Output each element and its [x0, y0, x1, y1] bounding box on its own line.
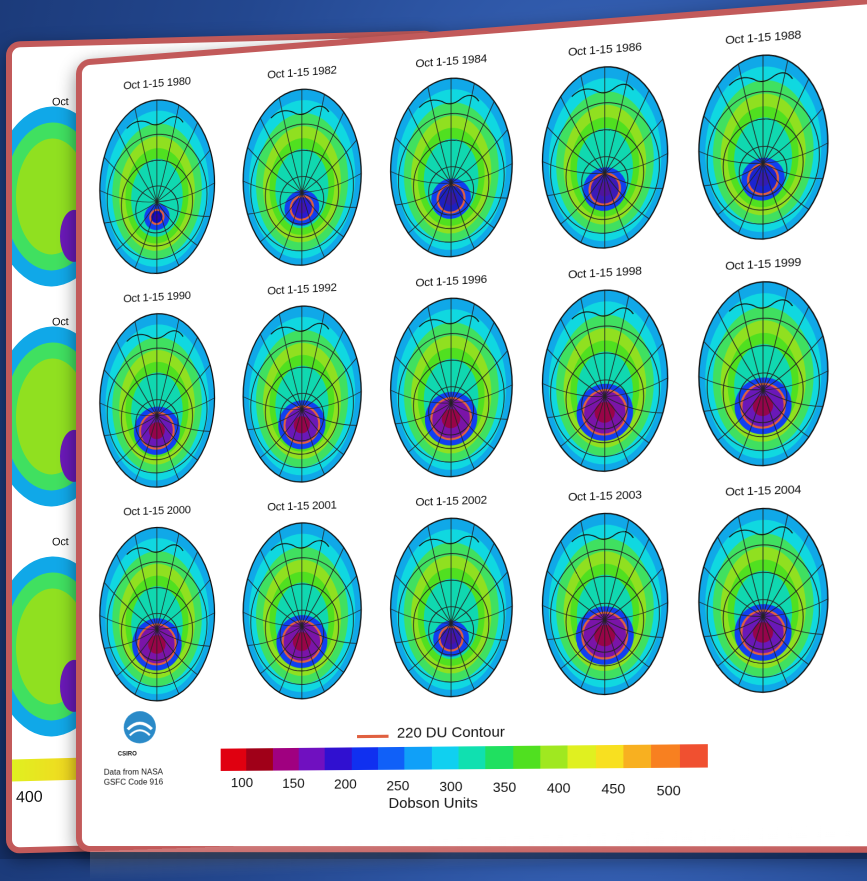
colorbar-tick-label: 200: [334, 777, 357, 793]
ozone-globe: [697, 500, 831, 695]
logo-name: CSIRO: [118, 751, 137, 757]
colorbar-swatch: [679, 744, 707, 768]
ozone-panel: Oct 1-15 1982: [235, 62, 370, 275]
ozone-panel: Oct 1-15 2000: [92, 503, 223, 708]
ozone-panel: Oct 1-15 1992: [235, 280, 370, 491]
ozone-panel: Oct 1-15 1996: [382, 272, 521, 486]
units-label: Dobson Units: [389, 794, 478, 811]
colorbar-swatch: [247, 748, 273, 771]
csiro-logo-icon: [120, 709, 160, 754]
ozone-globe: [697, 44, 831, 245]
ozone-globe: [98, 520, 217, 704]
colorbar-tick-label: 350: [493, 779, 516, 795]
ozone-globe: [389, 67, 515, 262]
contour-legend-label: 220 DU Contour: [397, 723, 505, 741]
colorbar-swatch: [432, 746, 459, 769]
colorbar-tick-label: 100: [231, 775, 253, 790]
ozone-globe: [389, 289, 515, 481]
colorbar-swatch: [540, 745, 568, 768]
panel-date-label: Oct 1-15 2001: [235, 498, 370, 515]
colorbar-swatch: [378, 747, 405, 770]
ozone-globe: [540, 505, 670, 698]
ozone-globe: [389, 510, 515, 700]
ozone-panel: Oct 1-15 2001: [235, 498, 370, 706]
ozone-globe: [98, 90, 217, 279]
ozone-panel: Oct 1-15 2002: [382, 493, 521, 704]
data-credit-line1: Data from NASA: [104, 767, 163, 776]
ozone-panel: Oct 1-15 2003: [534, 488, 677, 702]
ozone-panel: Oct 1-15 1990: [92, 288, 223, 495]
panel-date-label: Oct 1-15 2003: [534, 488, 677, 505]
ozone-panel: Oct 1-15 1984: [382, 50, 521, 267]
colorbar-swatch: [513, 746, 540, 769]
colorbar-swatch: [595, 745, 623, 768]
colorbar-swatch: [405, 747, 432, 770]
colorbar-swatch: [568, 745, 596, 768]
colorbar-swatch: [623, 745, 651, 768]
colorbar-swatch: [273, 748, 299, 771]
ozone-panel: Oct 1-15 1986: [534, 38, 677, 258]
ozone-panel: Oct 1-15 1999: [690, 254, 837, 474]
colorbar-swatch: [651, 744, 679, 768]
dobson-colorbar: [221, 744, 708, 771]
colorbar-swatch: [486, 746, 513, 769]
back-tick-label: 400: [16, 789, 43, 808]
ozone-globe: [540, 56, 670, 254]
colorbar-tick-label: 500: [657, 782, 681, 798]
colorbar-tick-label: 250: [386, 777, 409, 793]
panel-date-label: Oct 1-15 2004: [690, 482, 837, 500]
panel-date-label: Oct 1-15 2002: [382, 493, 521, 510]
ozone-panel-grid: Oct 1-15 1980 Oct 1-15 1982 Oct 1-15 1984 O…: [82, 0, 867, 65]
ozone-globe: [540, 280, 670, 475]
contour-legend-line: [357, 735, 389, 738]
colorbar-swatch: [299, 748, 325, 771]
ozone-panel: Oct 1-15 1980: [92, 73, 223, 283]
data-credit-line2: GSFC Code 916: [104, 777, 163, 786]
colorbar-tick-label: 400: [547, 780, 571, 796]
ozone-globe: [241, 515, 363, 702]
colorbar-swatch: [221, 748, 247, 771]
colorbar-swatch: [351, 747, 378, 770]
front-slide: Oct 1-15 1980 Oct 1-15 1982 Oct 1-15 1984 O…: [76, 0, 867, 853]
ozone-panel: Oct 1-15 1998: [534, 263, 677, 480]
ozone-globe: [241, 79, 363, 271]
ozone-panel: Oct 1-15 1988: [690, 26, 837, 250]
ozone-globe: [241, 297, 363, 486]
ozone-panel: Oct 1-15 2004: [690, 482, 837, 699]
colorbar-tick-label: 150: [282, 776, 304, 791]
ozone-globe: [697, 272, 831, 470]
ozone-globe: [98, 305, 217, 492]
colorbar-tick-label: 450: [601, 781, 625, 797]
panel-date-label: Oct 1-15 2000: [92, 503, 223, 519]
colorbar-swatch: [325, 747, 351, 770]
colorbar-tick-label: 300: [439, 778, 462, 794]
colorbar-swatch: [458, 746, 485, 769]
